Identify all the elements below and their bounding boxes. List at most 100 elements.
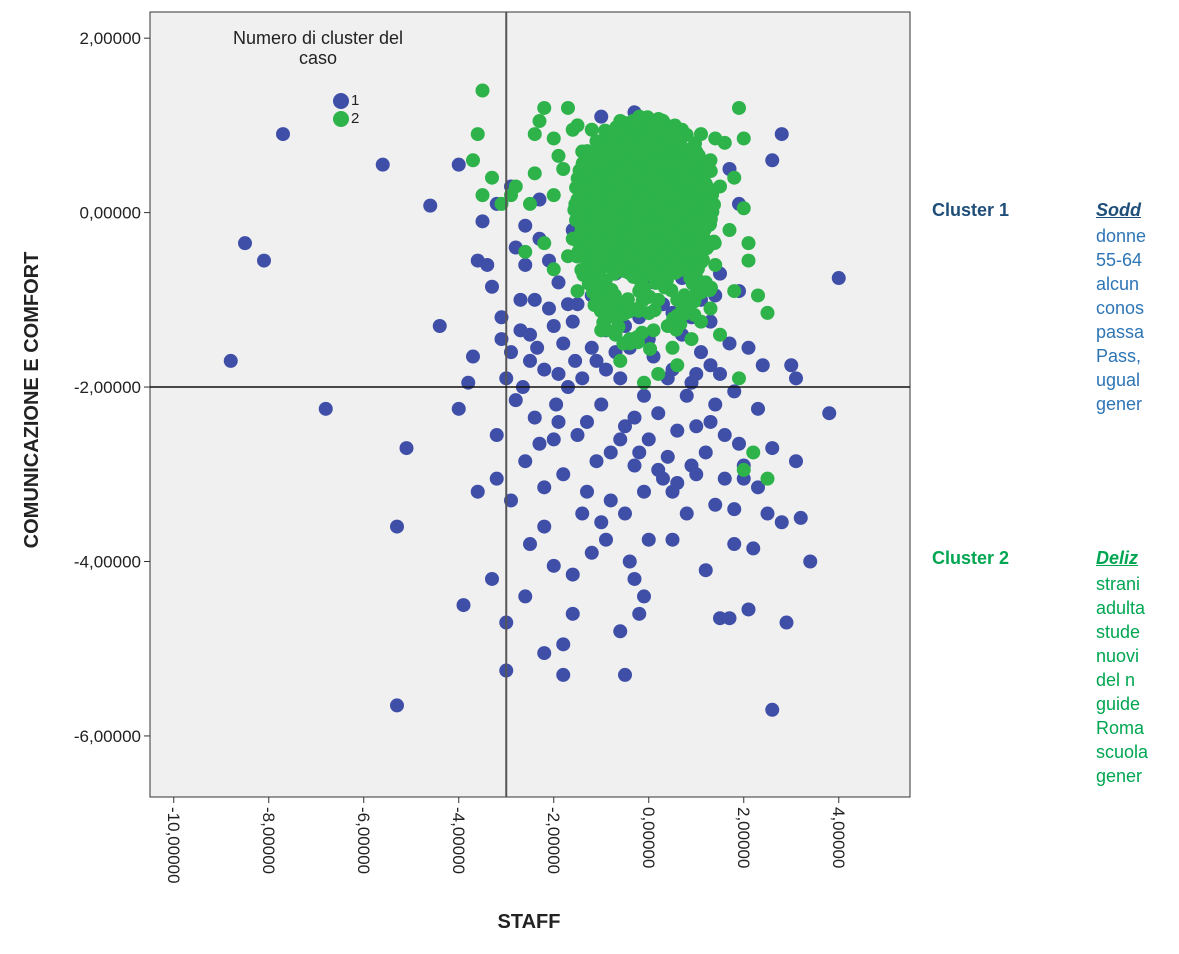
cluster-1-title: Sodd [1096,200,1141,221]
point-cluster-2-dense-634 [574,185,588,199]
point-cluster-2-dense-751 [643,342,657,356]
point-cluster-1-80 [542,302,556,316]
point-cluster-2-3 [485,171,499,185]
x-axis-ticks: -10,00000 -8,00000 -6,00000 -4,00000 -2,0000… [164,797,848,884]
point-cluster-1-131 [480,258,494,272]
point-cluster-1-141 [670,476,684,490]
point-cluster-1-22 [537,646,551,660]
point-cluster-2-dense-405 [648,303,662,317]
point-cluster-1-74 [514,293,528,307]
point-cluster-1-175 [685,459,699,473]
point-cluster-1-109 [680,389,694,403]
point-cluster-2-25 [651,367,665,381]
point-cluster-1-26 [566,607,580,621]
point-cluster-1-165 [490,428,504,442]
legend-label-1: 1 [351,92,359,109]
point-cluster-2-dense-826 [667,122,681,136]
point-cluster-2-31 [742,254,756,268]
point-cluster-2-dense-890 [584,196,598,210]
point-cluster-1-29 [585,546,599,560]
point-cluster-1-105 [661,450,675,464]
point-cluster-2-dense-871 [639,249,653,263]
legend-marker-2 [333,111,349,127]
point-cluster-1-7 [433,319,447,333]
point-cluster-2-dense-879 [633,148,647,162]
point-cluster-1-69 [476,214,490,228]
point-cluster-2-dense-828 [607,216,621,230]
point-cluster-1-138 [613,432,627,446]
point-cluster-2-dense-635 [611,320,625,334]
point-cluster-1-57 [822,406,836,420]
y-tick-label: 2,00000 [80,29,141,48]
point-cluster-1-23 [547,559,561,573]
point-cluster-1-55 [794,511,808,525]
point-cluster-2-dense-717 [572,245,586,259]
point-cluster-2-47 [761,472,775,486]
point-cluster-1-28 [575,507,589,521]
point-cluster-2-dense-889 [654,255,668,269]
point-cluster-1-21 [537,480,551,494]
point-cluster-1-54 [789,454,803,468]
point-cluster-1-48 [742,602,756,616]
point-cluster-1-79 [537,363,551,377]
point-cluster-1-174 [666,533,680,547]
point-cluster-2-16 [547,262,561,276]
point-cluster-1-117 [718,428,732,442]
point-cluster-1-98 [628,459,642,473]
point-cluster-2-dense-862 [586,174,600,188]
point-cluster-1-111 [689,419,703,433]
point-cluster-2-dense-773 [670,309,684,323]
point-cluster-1-53 [780,616,794,630]
point-cluster-1-19 [518,589,532,603]
point-cluster-1-25 [556,637,570,651]
point-cluster-2-dense-870 [578,222,592,236]
point-cluster-2-100 [523,197,537,211]
point-cluster-1-59 [784,358,798,372]
point-cluster-1-180 [528,293,542,307]
point-cluster-2-dense-821 [592,251,606,265]
point-cluster-1-36 [632,607,646,621]
point-cluster-2-2 [466,153,480,167]
point-cluster-2-22 [647,323,661,337]
point-cluster-2-dense-858 [625,230,639,244]
point-cluster-1-77 [528,411,542,425]
point-cluster-2-dense-733 [704,212,718,226]
point-cluster-1-6 [452,158,466,172]
point-cluster-1-107 [670,424,684,438]
point-cluster-2-29 [713,328,727,342]
point-cluster-1-146 [547,319,561,333]
point-cluster-1-83 [556,336,570,350]
point-cluster-1-173 [637,485,651,499]
y-axis-label: COMUNICAZIONE E COMFORT [21,252,43,549]
point-cluster-1-60 [832,271,846,285]
point-cluster-1-4 [224,354,238,368]
point-cluster-1-52 [775,515,789,529]
point-cluster-1-61 [775,127,789,141]
point-cluster-1-75 [518,258,532,272]
point-cluster-1-185 [628,411,642,425]
point-cluster-1-95 [613,371,627,385]
x-tick-label: -6,00000 [354,807,373,874]
point-cluster-2-dense-811 [601,289,615,303]
point-cluster-2-48 [732,371,746,385]
point-cluster-1-188 [689,367,703,381]
point-cluster-2-dense-448 [616,337,630,351]
point-cluster-1-0 [276,127,290,141]
point-cluster-1-145 [523,354,537,368]
point-cluster-2-dense-864 [631,335,645,349]
point-cluster-2-dense-885 [650,142,664,156]
y-tick-label: -2,00000 [74,378,141,397]
x-tick-label: -10,00000 [164,807,183,884]
point-cluster-2-0 [476,84,490,98]
point-cluster-1-113 [699,445,713,459]
cluster-2-title: Deliz [1096,548,1138,569]
point-cluster-1-91 [594,398,608,412]
point-cluster-1-170 [580,485,594,499]
point-cluster-1-10 [452,402,466,416]
point-cluster-2-52 [556,162,570,176]
point-cluster-1-143 [718,472,732,486]
point-cluster-2-30 [727,284,741,298]
point-cluster-2-dense-882 [588,298,602,312]
point-cluster-2-dense-840 [664,189,678,203]
